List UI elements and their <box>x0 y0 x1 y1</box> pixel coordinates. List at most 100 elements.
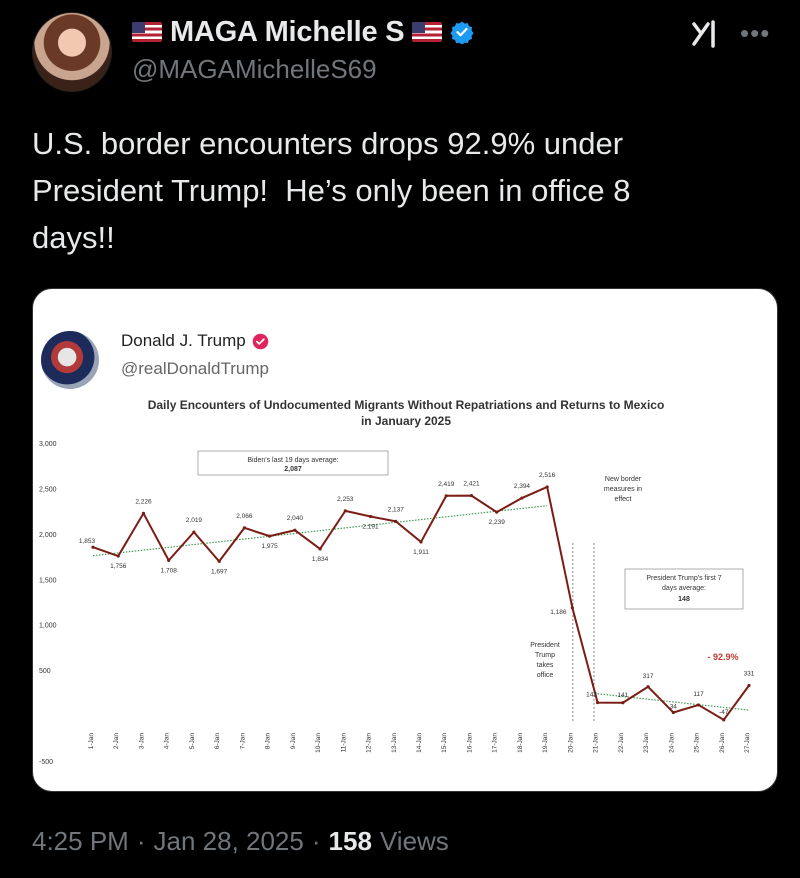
data-label: 2,019 <box>186 517 203 524</box>
data-label: 141 <box>617 692 628 699</box>
data-label: 2,137 <box>388 506 405 513</box>
x-tick-label: 5-Jan <box>189 733 196 750</box>
x-tick-label: 17-Jan <box>492 733 499 753</box>
tweet-date[interactable]: Jan 28, 2025 <box>153 826 304 856</box>
data-label: 1,834 <box>312 556 329 563</box>
x-tick-label: 25-Jan <box>694 733 701 753</box>
data-label: 1,186 <box>550 609 567 616</box>
data-point <box>545 485 549 489</box>
data-label: 1,975 <box>261 543 278 550</box>
x-tick-label: 14-Jan <box>416 733 423 753</box>
grok-icon[interactable] <box>686 14 726 54</box>
data-point <box>293 528 297 532</box>
data-point <box>570 606 574 610</box>
data-point <box>268 534 272 538</box>
y-tick-label: 2,500 <box>39 486 57 493</box>
y-tick-label: 2,000 <box>39 532 57 539</box>
x-tick-label: 2-Jan <box>113 733 120 750</box>
encounters-chart: Daily Encounters of Undocumented Migrant… <box>33 393 777 791</box>
tweet-header: MAGA Michelle S @MAGAMichelleS69 ••• <box>0 0 800 110</box>
data-label: 2,226 <box>135 498 152 505</box>
trump-average-label: President Trump's first 7 <box>646 575 721 582</box>
chart-subtitle: in January 2025 <box>361 414 451 428</box>
data-point <box>242 526 246 530</box>
biden-average-label: Biden's last 19 days average: <box>247 457 338 464</box>
data-point <box>621 701 625 705</box>
x-tick-label: 26-Jan <box>719 733 726 753</box>
trump-average-label: days average: <box>662 585 706 592</box>
y-tick-label: 500 <box>39 668 51 675</box>
data-point <box>368 514 373 519</box>
more-options-icon[interactable]: ••• <box>740 18 771 48</box>
x-tick-label: 19-Jan <box>542 733 549 753</box>
data-label: 1,708 <box>161 567 178 574</box>
tweet-meta: 4:25 PM · Jan 28, 2025 · 158 Views <box>32 826 449 857</box>
quoted-avatar <box>41 331 99 389</box>
us-flag-icon <box>132 22 162 42</box>
data-label: 2,394 <box>514 483 531 490</box>
data-point <box>141 511 146 515</box>
x-tick-label: 20-Jan <box>567 733 574 753</box>
data-point <box>419 540 423 544</box>
data-point <box>444 494 448 498</box>
x-tick-label: 11-Jan <box>340 733 347 753</box>
data-label: 2,516 <box>539 472 556 479</box>
data-label: 2,239 <box>489 519 506 526</box>
x-tick-label: 4-Jan <box>164 733 171 750</box>
data-label: 2,253 <box>337 496 354 503</box>
quoted-name-row: Donald J. Trump <box>121 331 269 351</box>
verified-badge-icon <box>450 21 475 44</box>
x-tick-label: 24-Jan <box>668 733 675 753</box>
author-handle[interactable]: @MAGAMichelleS69 <box>132 54 377 84</box>
data-label: 117 <box>693 691 704 698</box>
x-tick-label: 13-Jan <box>391 733 398 753</box>
data-label: 1,756 <box>110 563 127 570</box>
chart-svg: Daily Encounters of Undocumented Migrant… <box>39 398 755 766</box>
data-point <box>217 559 221 563</box>
data-point <box>469 494 474 498</box>
data-point <box>192 530 196 534</box>
x-tick-label: 23-Jan <box>643 733 650 753</box>
data-label: 2,421 <box>463 481 480 488</box>
views-label: Views <box>379 826 449 856</box>
takes-office-label: takes <box>537 662 554 669</box>
biden-trend-line <box>92 505 548 557</box>
trump-average-value: 148 <box>678 596 690 603</box>
data-point <box>520 496 524 500</box>
takes-office-label: President <box>530 642 560 649</box>
meta-separator: · <box>311 826 321 856</box>
data-point <box>394 519 398 524</box>
x-tick-label: 12-Jan <box>366 733 373 753</box>
avatar[interactable] <box>32 12 112 92</box>
x-tick-label: 27-Jan <box>744 733 751 753</box>
data-point <box>596 700 600 705</box>
data-point <box>116 554 120 558</box>
data-label: 143 <box>586 692 597 699</box>
data-point <box>696 703 701 707</box>
author-display-name[interactable]: MAGA Michelle S <box>170 15 405 48</box>
x-tick-label: 21-Jan <box>593 733 600 753</box>
trump-average-box <box>624 568 744 610</box>
quoted-image-card[interactable]: Donald J. Trump @realDonaldTrump Daily E… <box>32 288 778 792</box>
data-point <box>167 558 171 562</box>
author-name-row[interactable]: MAGA Michelle S <box>132 14 475 50</box>
x-tick-label: 9-Jan <box>290 733 297 750</box>
new-border-label: effect <box>615 496 632 503</box>
y-tick-label: 1,500 <box>39 577 57 584</box>
data-label: 2,191 <box>362 524 379 531</box>
data-point <box>495 510 499 514</box>
tweet-time[interactable]: 4:25 PM <box>32 826 129 856</box>
trump-trend-line <box>597 693 750 711</box>
data-label: 331 <box>744 670 755 677</box>
quoted-display-name: Donald J. Trump <box>121 331 246 350</box>
y-tick-label: 1,000 <box>39 623 57 630</box>
x-tick-label: 15-Jan <box>441 733 448 753</box>
x-tick-label: 6-Jan <box>214 733 221 750</box>
data-point <box>91 545 95 549</box>
views-count: 158 <box>328 826 372 856</box>
x-tick-label: 8-Jan <box>265 733 272 750</box>
data-label: 317 <box>643 673 654 680</box>
data-label: 2,040 <box>287 515 304 522</box>
takes-office-label: office <box>537 672 554 679</box>
data-label: 2,419 <box>438 481 455 488</box>
